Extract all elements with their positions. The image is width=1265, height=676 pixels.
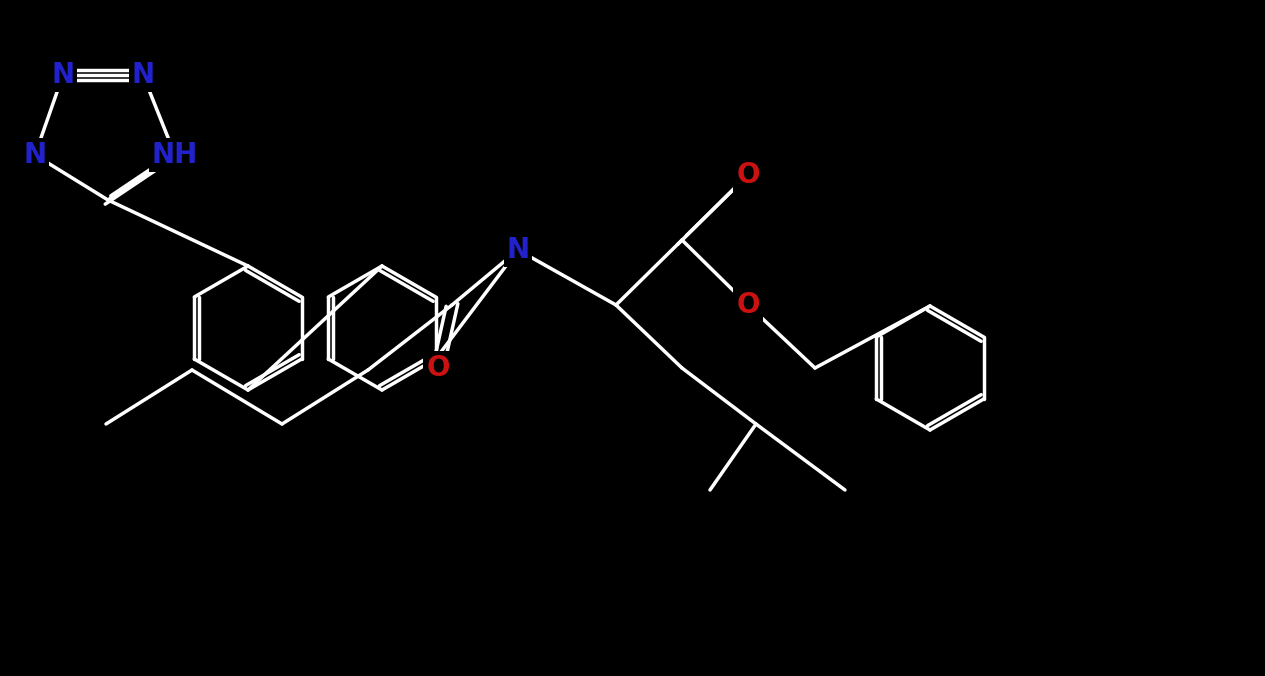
Text: O: O xyxy=(426,354,450,382)
Text: O: O xyxy=(736,161,760,189)
Text: NH: NH xyxy=(152,141,199,169)
Text: N: N xyxy=(132,61,154,89)
Text: N: N xyxy=(52,61,75,89)
Text: N: N xyxy=(24,141,47,169)
Text: N: N xyxy=(506,236,530,264)
Text: O: O xyxy=(736,291,760,319)
